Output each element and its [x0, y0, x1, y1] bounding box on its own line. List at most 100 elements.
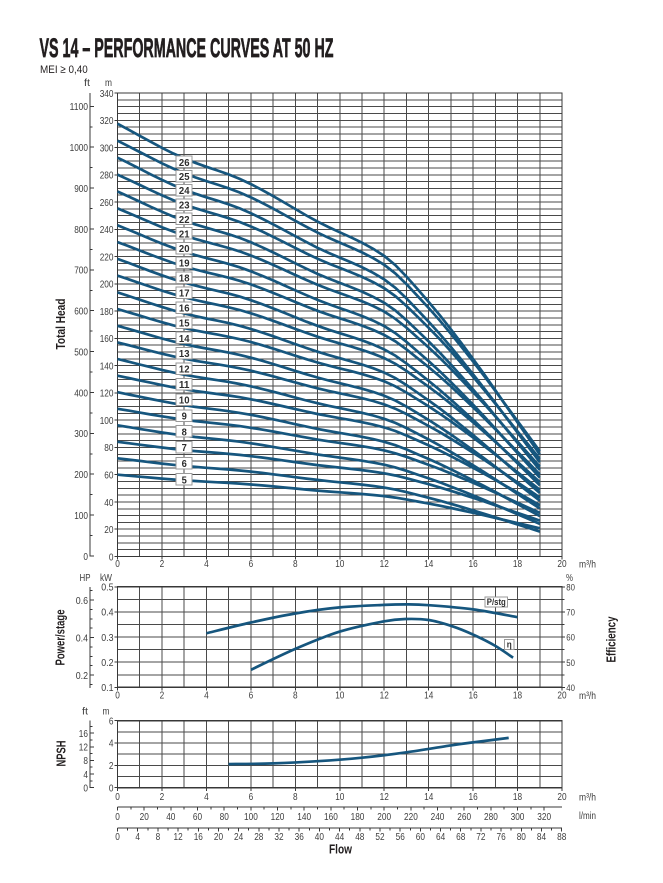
svg-text:100: 100	[100, 416, 114, 427]
svg-text:m³/h: m³/h	[579, 792, 596, 803]
svg-text:160: 160	[324, 812, 338, 823]
svg-text:8: 8	[83, 756, 88, 767]
svg-text:68: 68	[456, 832, 465, 843]
svg-text:14: 14	[424, 792, 433, 803]
svg-text:0.5: 0.5	[101, 583, 114, 594]
svg-text:120: 120	[100, 389, 114, 400]
svg-text:11: 11	[179, 379, 190, 391]
svg-text:2: 2	[160, 792, 165, 803]
svg-text:0: 0	[115, 832, 120, 843]
svg-text:700: 700	[74, 266, 88, 277]
svg-text:VS 14 – PERFORMANCE CURVES AT: VS 14 – PERFORMANCE CURVES AT 50 HZ	[40, 33, 334, 63]
svg-text:η: η	[507, 640, 512, 651]
svg-text:Power/stage: Power/stage	[54, 609, 68, 665]
svg-text:16: 16	[194, 832, 203, 843]
svg-text:72: 72	[476, 832, 485, 843]
svg-text:140: 140	[297, 812, 311, 823]
svg-text:20: 20	[557, 559, 566, 570]
svg-text:60: 60	[416, 832, 425, 843]
svg-text:10: 10	[335, 792, 344, 803]
svg-text:0.4: 0.4	[101, 608, 114, 619]
svg-text:14: 14	[424, 559, 433, 570]
svg-text:52: 52	[375, 832, 384, 843]
svg-text:0: 0	[115, 792, 120, 803]
svg-text:0.4: 0.4	[76, 633, 89, 644]
svg-text:20: 20	[140, 812, 149, 823]
svg-text:8: 8	[293, 690, 298, 701]
svg-text:80: 80	[517, 832, 526, 843]
svg-text:44: 44	[335, 832, 344, 843]
svg-text:1100: 1100	[70, 102, 89, 113]
svg-text:200: 200	[377, 812, 391, 823]
svg-text:0: 0	[109, 783, 114, 794]
svg-text:HP: HP	[80, 573, 91, 584]
svg-text:%: %	[566, 573, 573, 584]
svg-text:26: 26	[179, 157, 190, 169]
svg-text:Total Head: Total Head	[53, 298, 68, 349]
svg-text:20: 20	[104, 525, 113, 536]
svg-text:18: 18	[513, 559, 522, 570]
svg-text:m³/h: m³/h	[579, 559, 596, 570]
svg-text:24: 24	[179, 185, 190, 197]
svg-text:21: 21	[179, 228, 190, 240]
svg-text:2: 2	[109, 761, 114, 772]
svg-text:70: 70	[566, 608, 575, 619]
svg-text:60: 60	[566, 633, 575, 644]
svg-text:20: 20	[557, 690, 566, 701]
svg-text:0: 0	[115, 690, 120, 701]
svg-text:260: 260	[457, 812, 471, 823]
svg-text:80: 80	[220, 812, 229, 823]
svg-text:10: 10	[179, 395, 190, 407]
svg-text:80: 80	[566, 582, 575, 593]
svg-text:16: 16	[179, 303, 190, 315]
svg-text:6: 6	[182, 458, 187, 470]
svg-text:12: 12	[179, 364, 190, 376]
svg-text:Flow: Flow	[329, 843, 352, 857]
svg-text:0.3: 0.3	[101, 633, 114, 644]
svg-text:50: 50	[566, 658, 575, 669]
svg-text:12: 12	[79, 743, 88, 754]
svg-text:300: 300	[74, 429, 88, 440]
svg-text:ft: ft	[82, 707, 88, 718]
svg-text:76: 76	[497, 832, 506, 843]
svg-text:Efficiency: Efficiency	[605, 616, 619, 662]
svg-text:4: 4	[204, 559, 209, 570]
svg-text:MEI ≥ 0,40: MEI ≥ 0,40	[40, 64, 88, 76]
svg-text:14: 14	[424, 690, 433, 701]
svg-text:60: 60	[193, 812, 202, 823]
svg-text:56: 56	[396, 832, 405, 843]
svg-text:20: 20	[557, 792, 566, 803]
svg-text:18: 18	[513, 792, 522, 803]
svg-text:m³/h: m³/h	[579, 691, 596, 702]
svg-text:120: 120	[271, 812, 285, 823]
svg-text:0: 0	[109, 552, 114, 563]
svg-text:12: 12	[380, 792, 389, 803]
svg-text:400: 400	[74, 388, 88, 399]
svg-text:P/stg: P/stg	[487, 597, 506, 608]
svg-text:18: 18	[179, 273, 190, 285]
svg-text:19: 19	[179, 258, 190, 270]
svg-text:l/min: l/min	[579, 811, 596, 822]
svg-text:0.6: 0.6	[76, 596, 89, 607]
svg-text:300: 300	[100, 143, 114, 154]
svg-text:NPSH: NPSH	[54, 741, 69, 767]
svg-text:4: 4	[109, 739, 114, 750]
svg-text:0: 0	[83, 783, 88, 794]
svg-text:7: 7	[182, 442, 187, 454]
svg-text:13: 13	[179, 348, 190, 360]
svg-text:40: 40	[566, 683, 575, 694]
svg-text:40: 40	[315, 832, 324, 843]
svg-text:0: 0	[115, 559, 120, 570]
svg-text:0: 0	[115, 812, 120, 823]
svg-text:m: m	[103, 707, 110, 718]
svg-text:10: 10	[335, 559, 344, 570]
svg-text:140: 140	[100, 361, 114, 372]
svg-text:80: 80	[104, 443, 113, 454]
svg-text:16: 16	[469, 792, 478, 803]
svg-text:0.2: 0.2	[76, 671, 89, 682]
svg-text:8: 8	[156, 832, 161, 843]
svg-text:40: 40	[104, 498, 113, 509]
svg-text:m: m	[105, 78, 112, 89]
svg-text:280: 280	[484, 812, 498, 823]
svg-text:160: 160	[100, 334, 114, 345]
